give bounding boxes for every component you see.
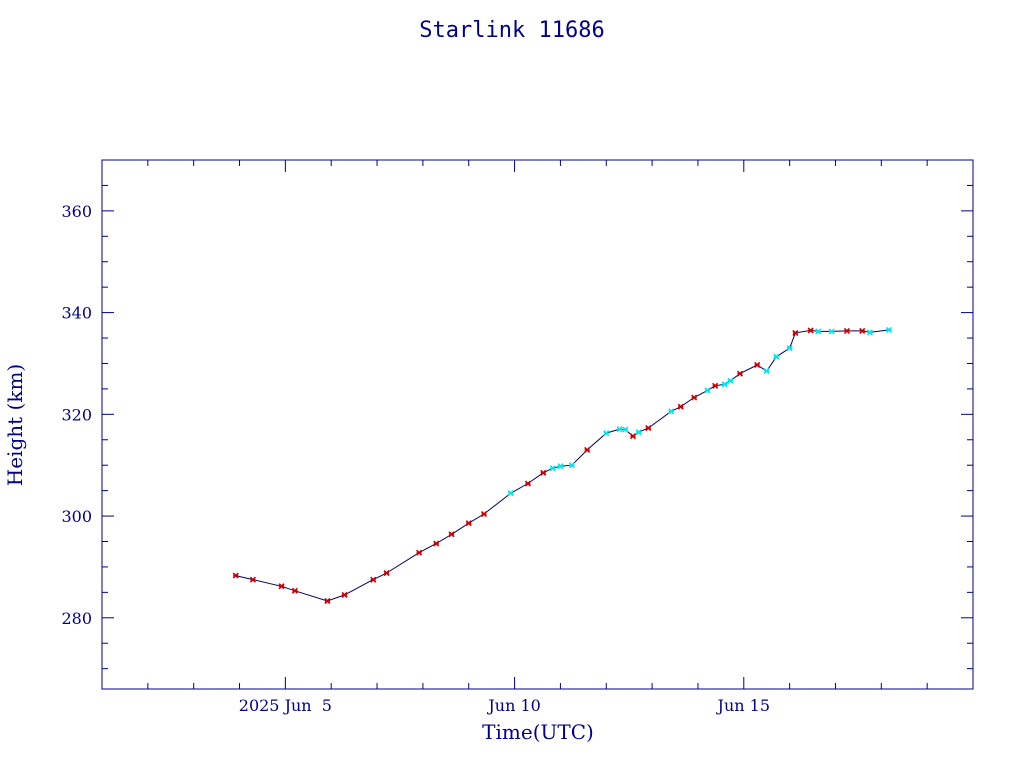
data-point (828, 328, 835, 335)
x-axis-label: Time(UTC) (482, 720, 594, 744)
data-point (727, 377, 734, 384)
data-point (448, 531, 455, 538)
data-point (341, 591, 348, 598)
data-point (524, 480, 532, 487)
data-point (704, 387, 711, 394)
data-point (370, 576, 377, 583)
data-point (433, 540, 440, 547)
data-point (815, 328, 822, 335)
data-point (616, 426, 623, 433)
y-tick-label: 360 (61, 202, 92, 221)
series-markers (232, 326, 893, 605)
data-point (754, 361, 761, 369)
data-point (866, 329, 873, 336)
data-point (736, 370, 744, 377)
data-point (859, 327, 866, 334)
data-point (416, 549, 423, 556)
data-point (691, 394, 698, 401)
x-axis-ticks (101, 160, 974, 689)
data-point (249, 576, 256, 583)
data-point (629, 433, 637, 440)
data-point (278, 583, 285, 590)
data-point (807, 327, 814, 334)
y-axis-tick-labels: 280 300 320 340 360 (61, 202, 92, 628)
data-point (677, 403, 684, 410)
chart-title: Starlink 11686 (419, 18, 604, 43)
data-point (786, 345, 793, 352)
y-axis-ticks (102, 159, 973, 670)
data-point (622, 426, 629, 433)
data-point (792, 329, 799, 337)
x-tick-label: 2025 Jun 5 (239, 696, 332, 715)
data-point (635, 429, 642, 436)
data-point (645, 424, 652, 432)
y-tick-label: 300 (61, 507, 92, 526)
x-axis-tick-labels: 2025 Jun 5 Jun 10 Jun 15 (239, 696, 770, 715)
plot-frame (101, 159, 974, 690)
data-point (843, 327, 850, 334)
data-point (540, 469, 547, 476)
data-point (773, 353, 780, 360)
data-point (721, 381, 728, 388)
data-point (557, 463, 564, 470)
y-axis-label: Height (km) (3, 364, 27, 486)
data-point (232, 572, 239, 579)
data-point (885, 326, 893, 333)
x-tick-label: Jun 10 (486, 696, 540, 715)
data-point (480, 510, 488, 518)
data-point (324, 597, 331, 605)
data-point (507, 490, 514, 497)
data-point (291, 587, 298, 594)
y-tick-label: 280 (61, 609, 92, 628)
data-point (383, 569, 390, 577)
series-line (235, 329, 890, 602)
data-point (763, 368, 770, 375)
x-tick-label: Jun 15 (716, 696, 770, 715)
data-point (668, 408, 675, 415)
data-point (584, 446, 591, 453)
y-tick-label: 320 (61, 405, 92, 424)
data-point (712, 382, 719, 389)
data-point (603, 430, 610, 437)
y-tick-label: 340 (61, 304, 92, 323)
data-point (549, 465, 556, 472)
data-point (465, 520, 472, 527)
data-point (568, 462, 575, 469)
